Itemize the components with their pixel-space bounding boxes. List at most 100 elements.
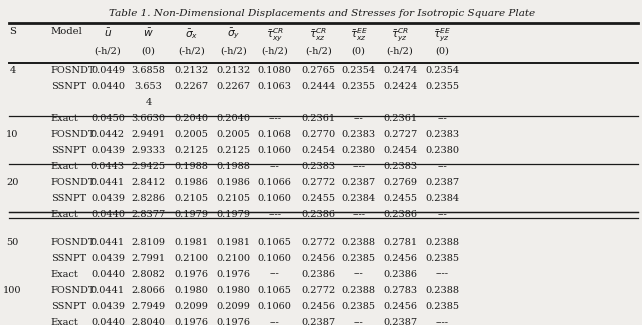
Text: 0.0439: 0.0439 [91, 194, 125, 203]
Text: 0.2770: 0.2770 [302, 130, 336, 139]
Text: 0.2380: 0.2380 [425, 146, 459, 155]
Text: 0.2361: 0.2361 [302, 114, 336, 123]
Text: 0.2424: 0.2424 [383, 82, 417, 91]
Text: 0.2388: 0.2388 [425, 286, 459, 295]
Text: 0.0443: 0.0443 [91, 162, 125, 171]
Text: 4: 4 [146, 98, 152, 107]
Text: ---: --- [437, 114, 447, 123]
Text: (-h/2): (-h/2) [220, 47, 247, 56]
Text: Exact: Exact [51, 114, 78, 123]
Text: (0): (0) [435, 47, 449, 56]
Text: (-h/2): (-h/2) [305, 47, 332, 56]
Text: 0.2456: 0.2456 [383, 302, 417, 311]
Text: 0.2387: 0.2387 [302, 318, 336, 325]
Text: 0.2100: 0.2100 [174, 254, 208, 263]
Text: 2.9491: 2.9491 [132, 130, 166, 139]
Text: ---: --- [354, 318, 363, 325]
Text: 0.2456: 0.2456 [302, 254, 336, 263]
Text: Table 1. Non-Dimensional Displacements and Stresses for Isotropic Square Plate: Table 1. Non-Dimensional Displacements a… [109, 9, 535, 18]
Text: 0.1976: 0.1976 [216, 270, 250, 279]
Text: 10: 10 [6, 130, 19, 139]
Text: 0.2383: 0.2383 [383, 162, 417, 171]
Text: Exact: Exact [51, 210, 78, 219]
Text: 0.2444: 0.2444 [302, 82, 336, 91]
Text: 0.1986: 0.1986 [216, 178, 250, 187]
Text: 0.2456: 0.2456 [302, 302, 336, 311]
Text: 0.0440: 0.0440 [91, 210, 125, 219]
Text: $\bar{u}$: $\bar{u}$ [104, 27, 112, 39]
Text: 0.0440: 0.0440 [91, 318, 125, 325]
Text: 0.0442: 0.0442 [91, 130, 125, 139]
Text: 0.2456: 0.2456 [383, 254, 417, 263]
Text: 2.8109: 2.8109 [132, 238, 166, 247]
Text: 0.1066: 0.1066 [257, 178, 291, 187]
Text: 0.2267: 0.2267 [174, 82, 209, 91]
Text: 100: 100 [3, 286, 22, 295]
Text: 0.2125: 0.2125 [174, 146, 209, 155]
Text: ----: ---- [268, 210, 281, 219]
Text: ---: --- [354, 270, 363, 279]
Text: 0.2455: 0.2455 [302, 194, 336, 203]
Text: 0.1986: 0.1986 [175, 178, 208, 187]
Text: 2.7949: 2.7949 [132, 302, 166, 311]
Text: $\bar{\tau}^{CR}_{xy}$: $\bar{\tau}^{CR}_{xy}$ [266, 27, 284, 44]
Text: $\bar{w}$: $\bar{w}$ [143, 27, 154, 39]
Text: 0.2355: 0.2355 [425, 82, 459, 91]
Text: 0.2387: 0.2387 [383, 318, 417, 325]
Text: 0.2385: 0.2385 [342, 302, 376, 311]
Text: 0.2383: 0.2383 [342, 130, 376, 139]
Text: Model: Model [51, 27, 82, 36]
Text: 0.0449: 0.0449 [91, 66, 125, 75]
Text: (-h/2): (-h/2) [94, 47, 121, 56]
Text: 0.2267: 0.2267 [216, 82, 250, 91]
Text: 0.2454: 0.2454 [302, 146, 336, 155]
Text: 0.2386: 0.2386 [383, 270, 417, 279]
Text: 0.2105: 0.2105 [174, 194, 208, 203]
Text: 0.1065: 0.1065 [257, 286, 291, 295]
Text: 0.2765: 0.2765 [302, 66, 336, 75]
Text: ----: ---- [435, 270, 449, 279]
Text: 0.1979: 0.1979 [216, 210, 250, 219]
Text: FOSNDT: FOSNDT [51, 178, 95, 187]
Text: 0.1981: 0.1981 [216, 238, 250, 247]
Text: FOSNDT: FOSNDT [51, 130, 95, 139]
Text: 0.1065: 0.1065 [257, 238, 291, 247]
Text: ----: ---- [352, 162, 365, 171]
Text: (-h/2): (-h/2) [386, 47, 413, 56]
Text: 0.2772: 0.2772 [302, 238, 336, 247]
Text: $\bar{\tau}^{CR}_{xz}$: $\bar{\tau}^{CR}_{xz}$ [309, 27, 327, 44]
Text: 0.2769: 0.2769 [383, 178, 417, 187]
Text: 50: 50 [6, 238, 19, 247]
Text: 0.2383: 0.2383 [425, 130, 459, 139]
Text: 2.7991: 2.7991 [132, 254, 166, 263]
Text: (0): (0) [352, 47, 365, 56]
Text: 0.2005: 0.2005 [175, 130, 208, 139]
Text: 0.2388: 0.2388 [342, 238, 376, 247]
Text: 0.0440: 0.0440 [91, 82, 125, 91]
Text: 0.2386: 0.2386 [302, 210, 336, 219]
Text: 3.6858: 3.6858 [132, 66, 166, 75]
Text: 0.2772: 0.2772 [302, 286, 336, 295]
Text: 3.6630: 3.6630 [132, 114, 166, 123]
Text: 0.2387: 0.2387 [425, 178, 459, 187]
Text: 0.2388: 0.2388 [342, 286, 376, 295]
Text: 0.2727: 0.2727 [383, 130, 417, 139]
Text: Exact: Exact [51, 270, 78, 279]
Text: 2.8412: 2.8412 [132, 178, 166, 187]
Text: 2.8082: 2.8082 [132, 270, 166, 279]
Text: $\bar{\tau}^{CR}_{yz}$: $\bar{\tau}^{CR}_{yz}$ [391, 27, 409, 44]
Text: 0.2783: 0.2783 [383, 286, 417, 295]
Text: SSNPT: SSNPT [51, 82, 86, 91]
Text: 0.0441: 0.0441 [91, 178, 125, 187]
Text: (-h/2): (-h/2) [261, 47, 288, 56]
Text: 0.1060: 0.1060 [257, 194, 291, 203]
Text: (-h/2): (-h/2) [178, 47, 205, 56]
Text: 2.8377: 2.8377 [132, 210, 166, 219]
Text: FOSNDT: FOSNDT [51, 66, 95, 75]
Text: 0.0439: 0.0439 [91, 302, 125, 311]
Text: FOSNDT: FOSNDT [51, 286, 95, 295]
Text: 0.2040: 0.2040 [216, 114, 250, 123]
Text: $\bar{\sigma}_y$: $\bar{\sigma}_y$ [227, 27, 240, 41]
Text: 0.1980: 0.1980 [216, 286, 250, 295]
Text: ---: --- [270, 270, 279, 279]
